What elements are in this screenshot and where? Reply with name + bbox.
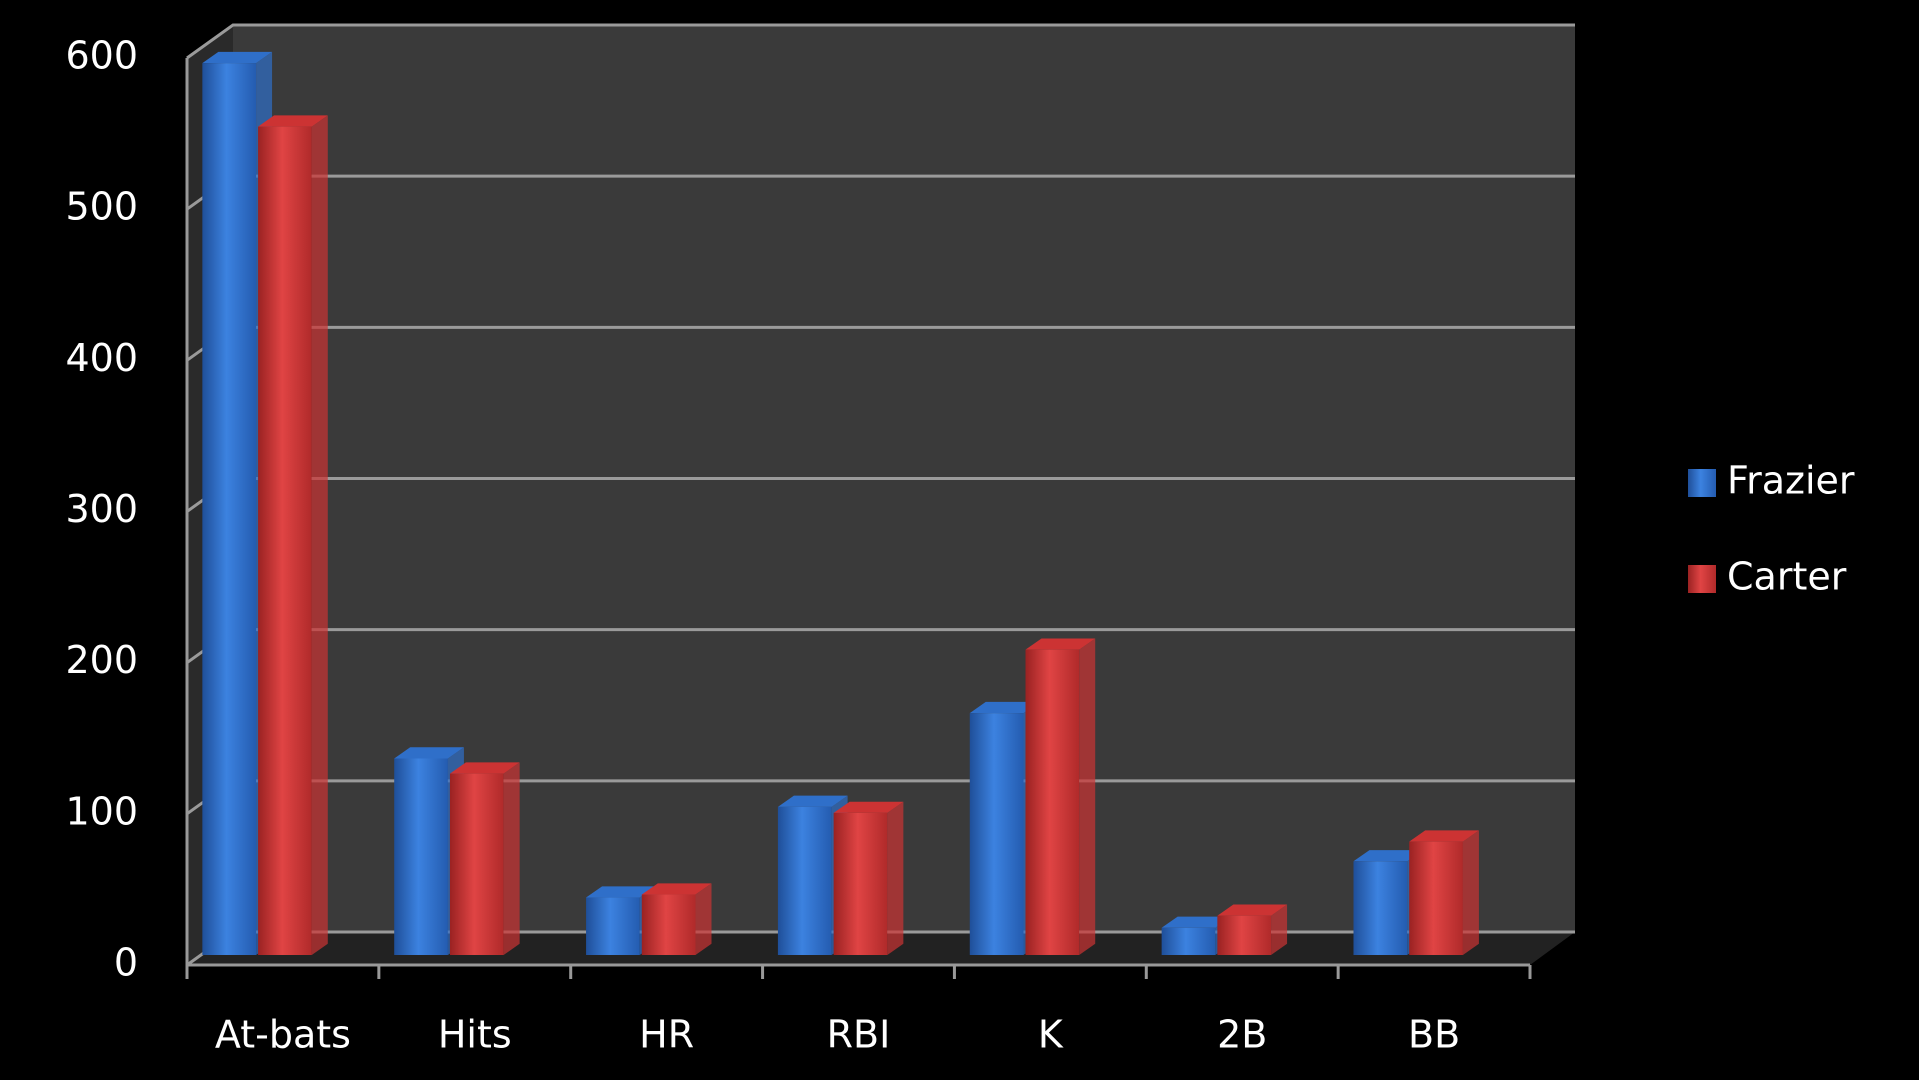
x-tick-label: Hits	[438, 1013, 512, 1057]
bar	[586, 897, 640, 955]
legend-label: Carter	[1727, 555, 1847, 599]
bar-side	[1462, 830, 1479, 955]
y-tick-label: 200	[65, 638, 138, 682]
bar-top	[969, 701, 1040, 714]
bar-top	[1025, 638, 1096, 650]
bar-side	[1271, 904, 1288, 955]
y-tick-label: 500	[65, 185, 138, 229]
bar	[969, 713, 1024, 955]
bar	[1409, 841, 1463, 955]
bar-top	[394, 747, 464, 759]
bar-top	[641, 883, 712, 895]
bar-top	[449, 762, 520, 774]
bar	[202, 63, 257, 956]
grid-line	[186, 23, 1575, 60]
bar	[1161, 927, 1216, 955]
bar	[449, 773, 504, 955]
y-tick-label: 100	[65, 789, 138, 833]
bar-top	[258, 115, 328, 127]
bar	[394, 758, 448, 955]
legend-swatch	[1688, 565, 1716, 593]
bar-top	[777, 795, 848, 807]
bar-side	[695, 883, 712, 955]
x-tick-label: At-bats	[215, 1013, 351, 1057]
bar-top	[1353, 850, 1424, 862]
x-tick-label: HR	[639, 1013, 694, 1057]
bar	[833, 812, 888, 955]
bar-top	[1161, 916, 1232, 928]
x-tick-label: RBI	[827, 1013, 891, 1057]
bar-top	[1409, 830, 1479, 842]
bar-side	[887, 801, 904, 955]
bar-side	[311, 115, 328, 955]
x-tick-label: K	[1038, 1013, 1064, 1057]
bar	[1353, 861, 1408, 955]
bar	[258, 126, 312, 955]
bar-top	[1217, 904, 1288, 916]
bar	[1025, 649, 1080, 955]
bar	[1217, 915, 1272, 955]
bar	[641, 894, 696, 955]
bar	[777, 806, 832, 955]
bar-top	[586, 886, 656, 898]
y-tick-label: 0	[114, 941, 138, 985]
x-tick-label: 2B	[1217, 1013, 1267, 1057]
x-tick-label: BB	[1408, 1013, 1460, 1057]
bar-side	[1079, 638, 1096, 955]
y-tick-label: 400	[65, 336, 138, 380]
legend-swatch	[1688, 469, 1716, 497]
bar-side	[503, 762, 520, 955]
bar-top	[833, 801, 904, 813]
bar-top	[202, 51, 273, 64]
legend-label: Frazier	[1727, 459, 1855, 503]
y-tick-label: 300	[65, 487, 138, 531]
y-tick-label: 600	[65, 34, 138, 78]
